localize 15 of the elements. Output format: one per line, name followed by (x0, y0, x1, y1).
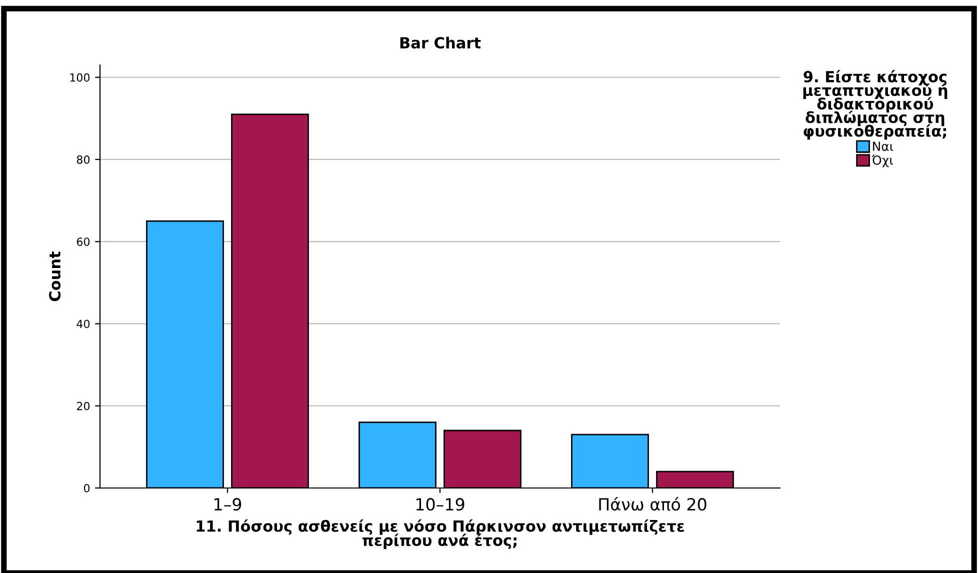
y-tick-label: 100 (70, 73, 90, 82)
chart-title: Bar Chart (400, 36, 481, 49)
x-axis-title: 11. Πόσους ασθενείς με νόσο Πάρκινσον αντιμετωπίζετε περίπου ανά έτος; (196, 519, 684, 549)
legend-title: 9. Είστε κάτοχος μεταπτυχιακού ή διδακτορικού διπλώματος στη φυσικοθεραπεία; (803, 70, 948, 140)
x-tick-label: Πάνω από 20 (599, 497, 706, 511)
x-tick-label: 10–19 (416, 498, 464, 511)
y-tick-label: 40 (76, 320, 90, 328)
y-tick-label: 60 (76, 238, 90, 246)
y-tick-label: 20 (76, 402, 90, 410)
x-tick-label: 1–9 (214, 498, 242, 511)
legend-label: Όχι (872, 154, 893, 168)
y-tick-label: 80 (76, 155, 90, 164)
legend-label: Ναι (873, 142, 894, 151)
y-axis-title: Count (49, 251, 61, 302)
y-tick-label: 0 (84, 484, 90, 492)
